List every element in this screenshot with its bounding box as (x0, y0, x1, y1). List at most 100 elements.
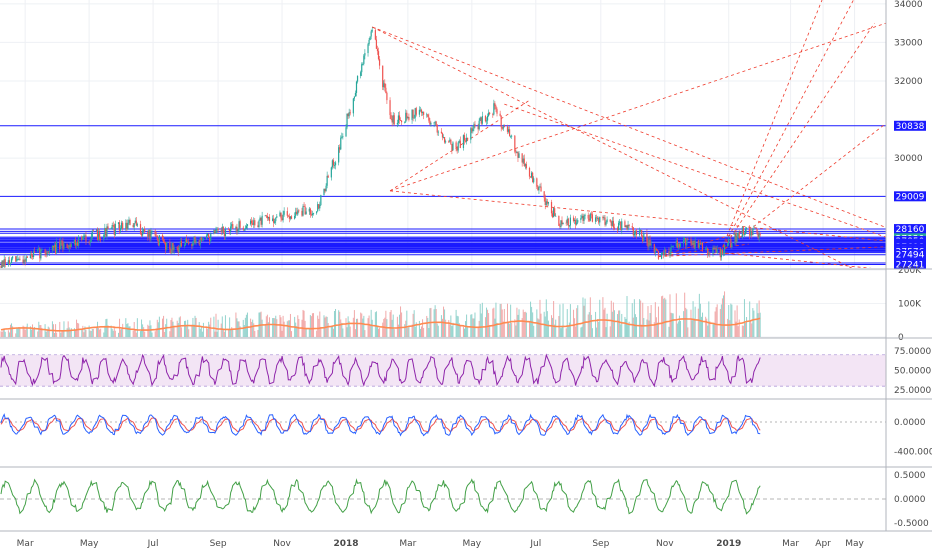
candle-body-133 (194, 236, 196, 243)
level-tag-13 (894, 249, 926, 260)
candle-body-301 (441, 133, 444, 138)
volume-bar-260 (382, 322, 384, 337)
volume-bar-459 (672, 313, 674, 337)
volume-bar-367 (538, 319, 540, 337)
candle-body-52 (75, 242, 78, 246)
volume-bar-188 (275, 315, 277, 337)
volume-bar-174 (254, 331, 256, 337)
volume-bar-5 (7, 330, 9, 337)
candle-body-495 (727, 243, 729, 246)
volume-bar-405 (595, 311, 597, 337)
candle-body-119 (173, 246, 175, 251)
volume-bar-378 (554, 324, 556, 337)
volume-bar-469 (687, 327, 689, 337)
candle-body-310 (455, 142, 457, 148)
candle-body-227 (332, 160, 335, 166)
candle-body-98 (143, 228, 145, 231)
volume-bar-43 (62, 331, 64, 337)
candle-body-460 (675, 240, 677, 247)
level-tag-0 (894, 120, 926, 131)
volume-bar-414 (606, 313, 608, 337)
candle-body-252 (369, 36, 371, 40)
volume-bar-212 (310, 316, 312, 337)
volume-bar-29 (41, 327, 43, 337)
volume-bar-320 (470, 314, 472, 337)
candle-body-361 (529, 176, 532, 178)
volume-bar-426 (625, 318, 627, 337)
volume-bar-285 (418, 320, 420, 337)
candle-body-465 (683, 239, 685, 244)
volume-bar-224 (327, 323, 329, 337)
candle-body-229 (334, 162, 337, 166)
candle-body-259 (378, 59, 381, 66)
candle-body-176 (258, 220, 260, 228)
candle-body-251 (368, 39, 370, 45)
candle-body-66 (96, 229, 99, 240)
volume-bar-156 (229, 317, 231, 337)
candle-body-383 (561, 220, 563, 225)
candle-body-496 (728, 239, 730, 244)
candle-body-256 (375, 39, 378, 49)
candle-body-319 (467, 137, 469, 140)
volume-bar-96 (141, 319, 143, 337)
volume-bar-122 (178, 317, 180, 337)
volume-bar-22 (32, 324, 34, 337)
volume-bar-497 (729, 320, 731, 337)
volume-bar-164 (239, 326, 241, 337)
time-tick-13: Apr (815, 539, 831, 549)
volume-bar-354 (518, 309, 520, 337)
candle-body-137 (200, 237, 202, 241)
candle-body-447 (655, 248, 657, 251)
candle-body-382 (560, 220, 562, 227)
candle-body-206 (302, 206, 304, 216)
candle-body-337 (494, 103, 496, 107)
volume-bar-98 (143, 327, 145, 337)
candle-body-182 (266, 216, 268, 219)
volume-bar-35 (51, 321, 53, 337)
level-tag-15 (894, 259, 926, 270)
volume-bar-233 (341, 322, 343, 337)
volume-bar-203 (297, 315, 299, 337)
trend-line-2 (389, 99, 530, 192)
level-label-1: 29009 (896, 192, 925, 202)
volume-bar-244 (357, 318, 359, 337)
volume-bar-499 (731, 304, 733, 337)
volume-bar-518 (759, 312, 761, 337)
candle-body-51 (74, 239, 77, 246)
candle-body-165 (242, 227, 244, 230)
time-tick-8: Jul (529, 539, 541, 549)
volume-bar-346 (508, 321, 510, 337)
candle-body-266 (390, 115, 392, 119)
candle-body-260 (382, 65, 384, 88)
candle-body-231 (339, 147, 341, 150)
candle-body-449 (657, 251, 660, 259)
volume-bar-124 (180, 327, 182, 337)
candle-body-134 (195, 240, 197, 243)
candle-body-488 (715, 248, 717, 253)
volume-bar-192 (281, 330, 283, 337)
volume-bar-119 (173, 325, 175, 337)
candle-body-23 (32, 251, 35, 258)
volume-tick-label-1: 100K (898, 300, 922, 310)
volume-bar-415 (609, 326, 611, 337)
volume-bar-276 (405, 320, 407, 337)
candle-body-277 (406, 112, 408, 119)
candle-body-225 (330, 167, 332, 178)
candle-body-181 (265, 215, 267, 217)
candle-body-39 (56, 242, 58, 254)
oscillator-2-tick-0: 0.0000 (894, 418, 926, 428)
candle-body-8 (10, 258, 13, 263)
volume-bar-399 (584, 298, 586, 337)
candle-body-270 (396, 122, 398, 125)
oscillator-1-axis: 75.0000 50.0000 25.0000 (894, 347, 931, 396)
volume-bar-216 (317, 315, 319, 337)
volume-bar-23 (33, 328, 35, 337)
time-axis: Mar May Jul Sep Nov 2018 Mar May Jul Sep Nov 2019 Ma… (17, 539, 865, 549)
volume-bar-194 (283, 321, 285, 337)
candle-body-320 (470, 128, 472, 140)
price-axis-bg (886, 0, 932, 268)
volume-bar-32 (46, 329, 48, 337)
candle-body-333 (488, 112, 490, 116)
candle-body-50 (73, 239, 76, 245)
